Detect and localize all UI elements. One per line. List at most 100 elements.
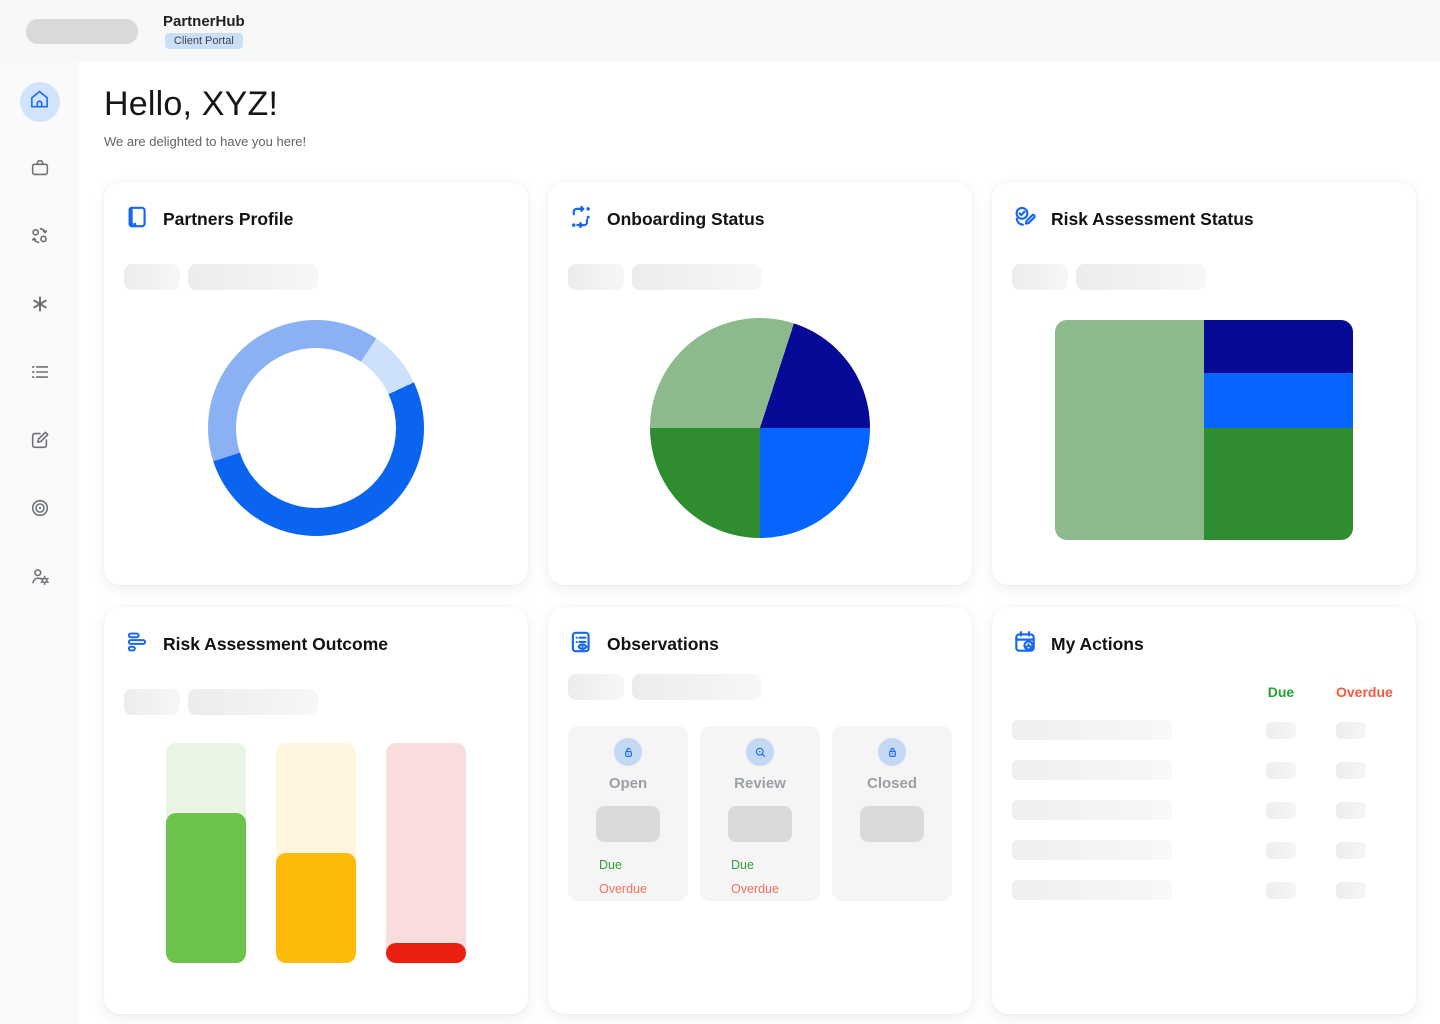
card-onboarding-status: Onboarding Status [548,182,972,585]
skeleton-pill [1076,264,1206,290]
tile-skeleton [860,806,924,842]
donut-chart-wrap [124,320,508,536]
skeleton-row [568,674,952,700]
user-settings-icon [29,565,51,592]
action-title-skeleton [1012,840,1172,860]
main-content: Hello, XYZ! We are delighted to have you… [79,62,1440,1014]
greeting-title: Hello, XYZ! [104,85,279,123]
bar-fill-high [386,943,466,963]
asterisk-icon [30,294,50,319]
app-title: PartnerHub [163,13,245,30]
observation-tiles: Open Due Overdue Review Due Overdue Clos… [568,726,952,901]
actions-skeleton-rows [1012,720,1396,900]
overdue-value-skeleton [1336,881,1366,899]
greeting-subtitle: We are delighted to have you here! [104,134,307,149]
action-row [1012,800,1396,820]
card-risk-assessment-status: Risk Assessment Status [992,182,1416,585]
briefcase-icon [29,157,51,184]
skeleton-row [568,264,952,290]
skeleton-pill [568,674,624,700]
skeleton-pill [1012,264,1068,290]
dashboard-grid: Partners Profile Onboarding Status [104,182,1416,1014]
overdue-value-skeleton [1336,761,1366,779]
client-portal-badge: Client Portal [164,33,243,49]
tile-overdue-label: Overdue [599,882,647,896]
top-header: PartnerHub Client Portal [0,0,1440,62]
action-title-skeleton [1012,760,1172,780]
action-title-skeleton [1012,800,1172,820]
card-partners-profile-header: Partners Profile [124,204,508,235]
card-title: Partners Profile [163,209,294,229]
action-row [1012,840,1396,860]
observation-tile-open[interactable]: Open Due Overdue [568,726,688,901]
lock-closed-icon [878,738,906,766]
list-eye-icon [568,629,594,660]
card-my-actions-header: My Actions [1012,629,1396,660]
tile-skeleton [728,806,792,842]
home-icon [28,88,51,116]
overdue-column-header: Overdue [1336,684,1393,700]
skeleton-pill [632,674,762,700]
action-title-skeleton [1012,880,1172,900]
onboarding-status-pie-chart [650,318,870,538]
card-onboarding-status-header: Onboarding Status [568,204,952,235]
tile-due-label: Due [731,858,754,872]
partners-exchange-icon [28,224,51,252]
due-column-header: Due [1267,684,1295,700]
skeleton-pill [632,264,762,290]
card-title: Risk Assessment Outcome [163,634,388,654]
bar-track-low [166,743,246,963]
edit-icon [29,429,51,456]
sidebar-item-user-settings[interactable] [20,558,60,598]
bar-track-medium [276,743,356,963]
treemap-block-bright-blue [1204,372,1353,428]
sidebar-item-home[interactable] [19,82,60,122]
sidebar-nav [0,62,79,1024]
overdue-value-skeleton [1336,841,1366,859]
treemap-right-column [1204,320,1353,540]
skeleton-row [124,689,508,715]
check-edit-icon [1012,204,1038,235]
search-eye-icon [746,738,774,766]
skeleton-pill [124,689,180,715]
card-observations-header: Observations [568,629,952,660]
action-title-skeleton [1012,720,1172,740]
card-my-actions: My Actions Due Overdue [992,607,1416,1014]
skeleton-pill [124,264,180,290]
sidebar-item-briefcase[interactable] [20,150,60,190]
tile-due-label: Due [599,858,622,872]
due-value-skeleton [1266,761,1296,779]
tile-label: Closed [866,775,917,792]
due-value-skeleton [1266,881,1296,899]
skeleton-pill [568,264,624,290]
list-icon [29,361,51,388]
action-row [1012,720,1396,740]
sidebar-item-list[interactable] [20,354,60,394]
bar-fill-low [166,813,246,963]
observation-tile-closed[interactable]: Closed [832,726,952,901]
card-risk-assessment-outcome-header: Risk Assessment Outcome [124,629,508,660]
lock-open-icon [614,738,642,766]
actions-column-headers: Due Overdue [1012,684,1396,700]
sidebar-item-asterisk[interactable] [20,286,60,326]
sidebar-item-partners-exchange[interactable] [20,218,60,258]
skeleton-row [124,264,508,290]
bar-track-high [386,743,466,963]
due-value-skeleton [1266,801,1296,819]
sidebar-item-edit[interactable] [20,422,60,462]
observation-tile-review[interactable]: Review Due Overdue [700,726,820,901]
risk-outcome-bar-chart [166,743,508,963]
calendar-user-icon [1012,629,1038,660]
card-partners-profile: Partners Profile [104,182,528,585]
bars-icon [124,629,150,660]
risk-status-treemap-chart [1055,320,1353,540]
workflow-icon [568,204,594,235]
card-title: My Actions [1051,634,1144,654]
partners-profile-donut-chart [208,320,424,536]
overdue-value-skeleton [1336,721,1366,739]
sidebar-item-target[interactable] [20,490,60,530]
address-book-icon [124,204,150,235]
tile-label: Review [734,775,786,792]
skeleton-row [1012,264,1396,290]
treemap-block-navy [1204,320,1353,373]
